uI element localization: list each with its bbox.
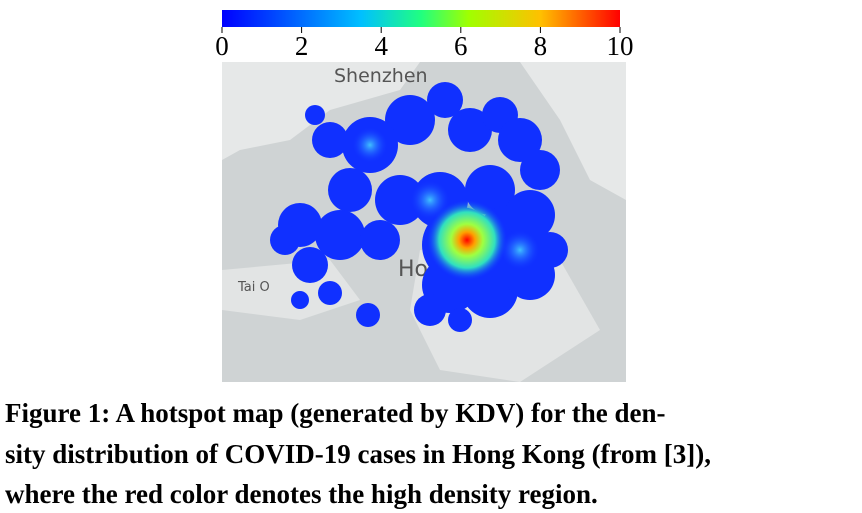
hotspot <box>427 200 507 280</box>
colorbar-tick-label: 8 <box>534 31 548 61</box>
density-spot <box>410 180 450 220</box>
caption-line: sity distribution of COVID-19 cases in H… <box>5 439 711 469</box>
colorbar-tick-label: 0 <box>215 31 229 61</box>
colorbar-tick-label: 4 <box>374 31 388 61</box>
caption-line: where the red color denotes the high den… <box>5 479 598 509</box>
colorbar-tick-label: 2 <box>295 31 309 61</box>
map-label: Tai O <box>237 280 270 295</box>
caption-line: Figure 1: A hotspot map (generated by KD… <box>5 398 665 428</box>
land <box>222 260 360 320</box>
density-spot <box>500 230 540 270</box>
land <box>520 62 626 200</box>
map-label: Shenzhen <box>334 65 428 87</box>
colorbar <box>222 10 620 27</box>
density-spot <box>352 127 388 163</box>
colorbar-tick-label: 10 <box>607 31 634 61</box>
colorbar-tick-label: 6 <box>454 31 468 61</box>
